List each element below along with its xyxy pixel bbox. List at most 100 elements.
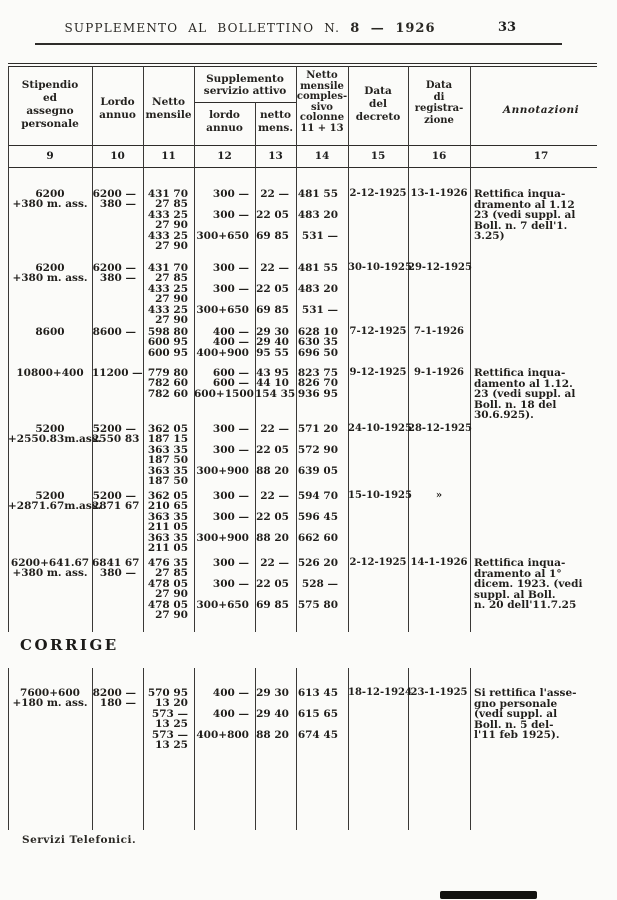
cell-line: 30-10-1925 <box>348 262 412 273</box>
cell-line: l'11 feb 1925). <box>474 729 560 742</box>
header-line: colonne <box>299 112 345 124</box>
header-line: Lordo <box>100 96 135 108</box>
header-line: sivo <box>311 101 333 113</box>
cell-suppl-netto: 22 — 22 05 69 85 <box>255 558 296 610</box>
vline <box>143 167 144 632</box>
cell-line: 15-10-1925 <box>348 490 412 501</box>
cell-netto-mensile: 431 70 27 85 433 25 27 90 433 25 27 90 <box>143 262 194 326</box>
cell-line: 22 05 <box>256 510 289 523</box>
cell-line: 28-12-1925 <box>408 423 472 434</box>
cell-line: 44 10 <box>256 377 289 390</box>
cell-line: 7-12-1925 <box>349 326 407 337</box>
cell-line: 300 — <box>212 423 249 435</box>
cell-data-decreto: 30-10-1925 <box>348 262 412 273</box>
header-line: Supplemento <box>206 73 284 85</box>
cell-line: Rettifica inqua- <box>474 188 566 200</box>
header-line: mensile <box>145 109 192 121</box>
cell-line: 615 65 <box>297 707 338 720</box>
title-rule <box>35 43 562 45</box>
header-line: ed <box>42 92 58 104</box>
cell-line <box>255 589 289 599</box>
cell-data-registrazione: 7-1-1926 <box>408 326 470 337</box>
cell-line: suppl. al Boll. <box>474 588 556 601</box>
cell-line: 2-12-1925 <box>349 557 407 568</box>
cell-line: 573 — <box>151 707 188 720</box>
cell-line: 363 35 <box>147 510 188 523</box>
cell-suppl-netto: 43 95 44 10 154 35 <box>255 368 296 400</box>
cell-line: +380 m. ass. <box>12 272 88 285</box>
vline <box>296 167 297 632</box>
cell-line: 433 25 <box>147 282 188 295</box>
cell-line: 431 70 <box>147 262 188 274</box>
cell-line: 363 35 <box>147 443 188 456</box>
cell-netto-complessivo: 571 20 572 90 639 05 <box>296 424 348 476</box>
column-number-13: 13 <box>268 150 283 162</box>
cell-line: 9-1-1926 <box>413 367 465 378</box>
cell-lordo-annuo: 11200 — <box>92 368 143 379</box>
cell-line: dramento al 1.12 <box>474 198 575 211</box>
cell-line: 628 10 <box>297 326 338 338</box>
cell-line: 5200 — <box>92 490 136 502</box>
cell-line: n. 20 dell'11.7.25 <box>474 599 577 612</box>
column-header-annotazioni: Annotazioni <box>470 104 612 117</box>
cell-netto-complessivo: 823 75 826 70 936 95 <box>296 367 348 400</box>
cell-line: 27 85 <box>155 567 188 580</box>
cell-line: 600 — <box>212 367 249 379</box>
cell-line: 782 60 <box>147 377 188 390</box>
numbers-bottom-rule <box>8 167 597 168</box>
vline <box>470 66 471 167</box>
cell-line <box>296 294 338 304</box>
header-line: comples- <box>296 91 348 103</box>
cell-data-decreto: 9-12-1925 <box>348 367 408 378</box>
cell-line: 211 05 <box>147 521 188 534</box>
cell-line: 531 — <box>301 229 338 242</box>
cell-line: 29 30 <box>256 326 289 338</box>
cell-line: 13-1-1926 <box>410 188 468 199</box>
cell-line: Boll. n. 7 dell'1. <box>474 219 568 232</box>
cell-line: 400+800 <box>196 728 249 741</box>
cell-line: 69 85 <box>256 598 289 611</box>
cell-line: 300 — <box>212 282 249 295</box>
cell-line: 29 30 <box>256 687 289 699</box>
cell-lordo-annuo: 6200 —380 — <box>92 189 143 210</box>
cell-line: 823 75 <box>297 367 338 379</box>
cell-line: 600+1500 <box>194 387 254 400</box>
cell-line: Boll. n. 5 del- <box>474 718 554 731</box>
cell-data-decreto: 7-12-1925 <box>348 326 408 337</box>
cell-line: 18-12-1924 <box>348 687 412 698</box>
column-number-12: 12 <box>217 150 232 162</box>
cell-line <box>296 455 338 465</box>
cell-line: 23 (vedi suppl. al <box>474 388 576 401</box>
cell-netto-mensile: 431 70 27 85 433 25 27 90 433 25 27 90 <box>143 189 194 252</box>
cell-line: Si rettifica l'asse- <box>474 687 577 699</box>
cell-suppl-netto: 29 30 29 40 95 55 <box>255 326 296 359</box>
cell-netto-mensile: 598 80 600 95 600 95 <box>143 327 194 359</box>
cell-data-registrazione: 13-1-1926 <box>408 188 470 199</box>
vline <box>8 66 9 167</box>
page-title: SUPPLEMENTO AL BOLLETTINO N. 8 — 1926 <box>0 21 500 36</box>
cell-annotazioni: Rettifica inqua-damento al 1.12. 23 (vedi… <box>474 368 610 421</box>
cell-line: 300 — <box>212 262 249 274</box>
column-header-lordo-annuo: Lordo annuo <box>92 96 143 122</box>
footer-note: Servizi Telefonici. <box>22 834 137 846</box>
cell-netto-complessivo: 594 70 596 45 662 60 <box>296 491 348 543</box>
cell-line <box>255 220 289 230</box>
header-line: Netto <box>152 96 185 108</box>
header-line: mensile <box>300 80 344 92</box>
cell-line: 2550 83 <box>92 433 140 446</box>
cell-line: 187 50 <box>147 454 188 467</box>
cell-suppl-lordo: 300 — 300 — 300+650 <box>194 189 255 241</box>
column-number-16: 16 <box>431 150 447 162</box>
cell-netto-mensile: 476 35 27 85 478 05 27 90 478 05 27 90 <box>143 558 194 621</box>
suppl-group-underline <box>194 102 296 103</box>
cell-line <box>296 220 338 230</box>
cell-line <box>296 589 338 599</box>
cell-line <box>296 719 338 729</box>
cell-line: 300+650 <box>196 598 249 611</box>
cell-suppl-lordo: 400 — 400 — 400+800 <box>194 688 255 740</box>
cell-line: gno personale <box>474 697 558 710</box>
cell-line: 5200 — <box>92 423 136 435</box>
cell-line: 433 25 <box>147 208 188 221</box>
cell-lordo-annuo: 8600 — <box>92 327 143 338</box>
